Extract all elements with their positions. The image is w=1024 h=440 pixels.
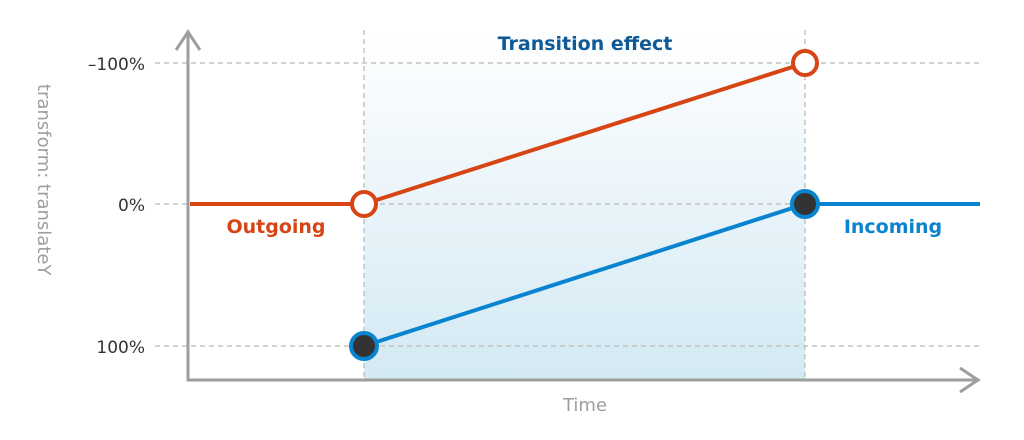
incoming-series xyxy=(349,189,980,361)
outgoing-label: Outgoing xyxy=(226,216,325,238)
outgoing-series xyxy=(190,49,819,218)
outgoing-end-marker xyxy=(791,49,819,77)
y-axis-label: transform: translateY xyxy=(33,84,54,276)
x-axis-label: Time xyxy=(562,395,607,416)
tick-0: 0% xyxy=(118,196,145,216)
x-axis-arrow-icon xyxy=(959,366,981,394)
outgoing-start-marker xyxy=(350,190,378,218)
y-axis-arrow-icon xyxy=(174,29,202,51)
incoming-end-marker xyxy=(790,189,820,219)
incoming-start-marker xyxy=(349,331,379,361)
tick-neg100: –100% xyxy=(88,55,145,75)
tick-100: 100% xyxy=(96,338,145,358)
axes xyxy=(186,30,980,382)
incoming-label: Incoming xyxy=(844,216,942,238)
chart-title: Transition effect xyxy=(498,33,673,55)
